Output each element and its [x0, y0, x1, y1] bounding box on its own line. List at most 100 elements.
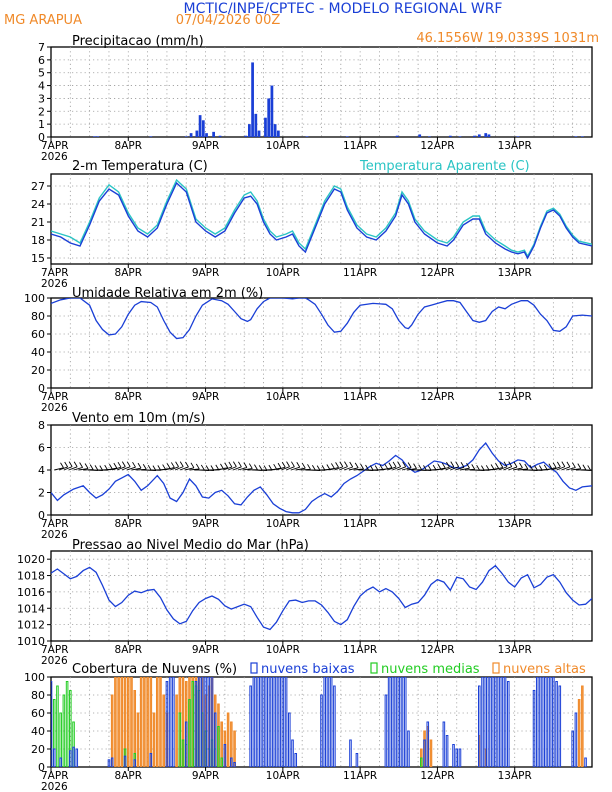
wind-barb-flag	[418, 464, 423, 470]
wind-barb-flag	[179, 461, 184, 467]
x-tick-label: 9APR	[192, 518, 220, 530]
wind-barb	[165, 467, 175, 471]
cloud-high-bar	[110, 694, 114, 767]
wind-barb-flag	[185, 461, 189, 468]
wind-barb-flag	[423, 465, 427, 471]
y-tick-label: 80	[31, 689, 45, 702]
wind-barb-flag	[286, 461, 290, 467]
wind-barb-flag	[301, 462, 306, 469]
cloud-low-bar	[584, 757, 587, 767]
cloud-low-bar	[204, 677, 207, 767]
cloud-low-bar	[384, 694, 388, 767]
cloud-low-bar	[133, 759, 137, 767]
cloud-mid-bar	[220, 757, 223, 767]
y-tick-label: 1018	[17, 570, 45, 583]
cloud-low-bar	[172, 677, 175, 767]
wind-barb-flag	[402, 461, 407, 468]
y-tick-label: 0	[38, 509, 45, 522]
wind-barb	[126, 466, 136, 471]
wind-barb	[455, 466, 465, 471]
legend-high-clouds: nuvens altas	[503, 662, 586, 677]
wind-barb	[546, 467, 557, 471]
wind-barb	[445, 466, 454, 471]
cloud-mid-bar	[181, 739, 185, 767]
y-tick-label: 0	[38, 382, 45, 395]
x-tick-label: 13APR	[498, 518, 532, 530]
wind-barb-flag	[354, 462, 359, 469]
wind-barb	[223, 466, 233, 471]
cloud-low-bar	[532, 690, 536, 767]
cloud-low-bar	[423, 739, 426, 767]
wind-barb-flag	[126, 461, 131, 467]
cloud-high-bar	[126, 677, 130, 767]
x-tick-label: 12APR	[420, 644, 454, 656]
wind-barb	[78, 468, 89, 471]
cloud-low-bar	[72, 746, 75, 767]
y-tick-label: 100	[24, 671, 45, 684]
cloud-low-bar	[329, 677, 333, 767]
cloud-low-bar	[394, 677, 397, 767]
wind-barb-flag	[582, 464, 587, 470]
cloud-low-bar	[407, 730, 410, 767]
cloud-mid-bar	[59, 712, 62, 767]
cloud-mid-bar	[420, 757, 423, 767]
wind-barb-flag	[513, 461, 518, 468]
wind-barb-flag	[307, 464, 311, 470]
y-tick-label: 1010	[17, 635, 45, 648]
cloud-high-bar	[230, 721, 233, 767]
plot-area	[51, 564, 592, 631]
wind-barb-flag	[388, 462, 393, 468]
wind-barb-flag	[534, 465, 538, 471]
precip-bar	[96, 136, 100, 137]
x-tick-label: 9APR	[192, 267, 220, 279]
wind-barb-flag	[79, 462, 83, 468]
cloud-low-bar	[397, 677, 401, 767]
x-tick-label: 7APR	[41, 770, 69, 782]
x-tick-label: 13APR	[498, 644, 532, 656]
wind-barb-flag	[365, 464, 369, 471]
y-tick-label: 6	[38, 54, 45, 67]
legend-apparent-temp: Temperatura Aparente (C)	[359, 159, 530, 174]
x-tick-label: 11APR	[343, 267, 377, 279]
wind-barb	[556, 466, 565, 471]
wind-barb	[116, 466, 126, 471]
x-tick-label: 13APR	[498, 267, 532, 279]
wind-barb-flag	[175, 461, 179, 468]
plot-area	[51, 298, 592, 340]
wind-barb	[440, 466, 450, 471]
cloud-low-bar	[213, 712, 217, 767]
wind-barb	[242, 468, 253, 471]
series-line	[51, 441, 592, 514]
wind-barb-flag	[205, 465, 210, 471]
wind-barb	[271, 467, 282, 471]
precip-bar	[149, 136, 153, 137]
x-tick-label: 12APR	[420, 770, 454, 782]
wind-barb-flag	[593, 466, 596, 471]
wind-barb-flag	[224, 462, 229, 468]
cloud-low-bar	[542, 677, 545, 767]
x-year-label: 2026	[41, 402, 68, 414]
wind-barb-flag	[450, 461, 455, 467]
cloud-low-bar	[271, 677, 275, 767]
cloud-low-bar	[69, 750, 72, 767]
wind-barb	[227, 466, 237, 471]
cloud-low-bar	[223, 744, 227, 767]
cloud-low-bar	[478, 685, 481, 767]
cloud-low-bar	[506, 681, 510, 767]
cloud-low-bar	[288, 712, 291, 767]
wind-barb-flag	[455, 461, 460, 467]
wind-barb	[387, 466, 397, 471]
cloud-mid-bar	[56, 685, 59, 767]
y-tick-label: 1014	[17, 602, 45, 615]
wind-barb-flag	[437, 463, 442, 470]
wind-barb	[169, 466, 179, 471]
x-tick-label: 11APR	[343, 518, 377, 530]
y-tick-label: 7	[38, 41, 45, 54]
x-tick-label: 13APR	[498, 391, 532, 403]
wind-barb-flag	[64, 461, 69, 468]
x-tick-label: 11APR	[343, 644, 377, 656]
wind-barb-flag	[335, 462, 339, 468]
x-tick-label: 13APR	[498, 140, 532, 152]
cloud-low-bar	[484, 677, 488, 767]
